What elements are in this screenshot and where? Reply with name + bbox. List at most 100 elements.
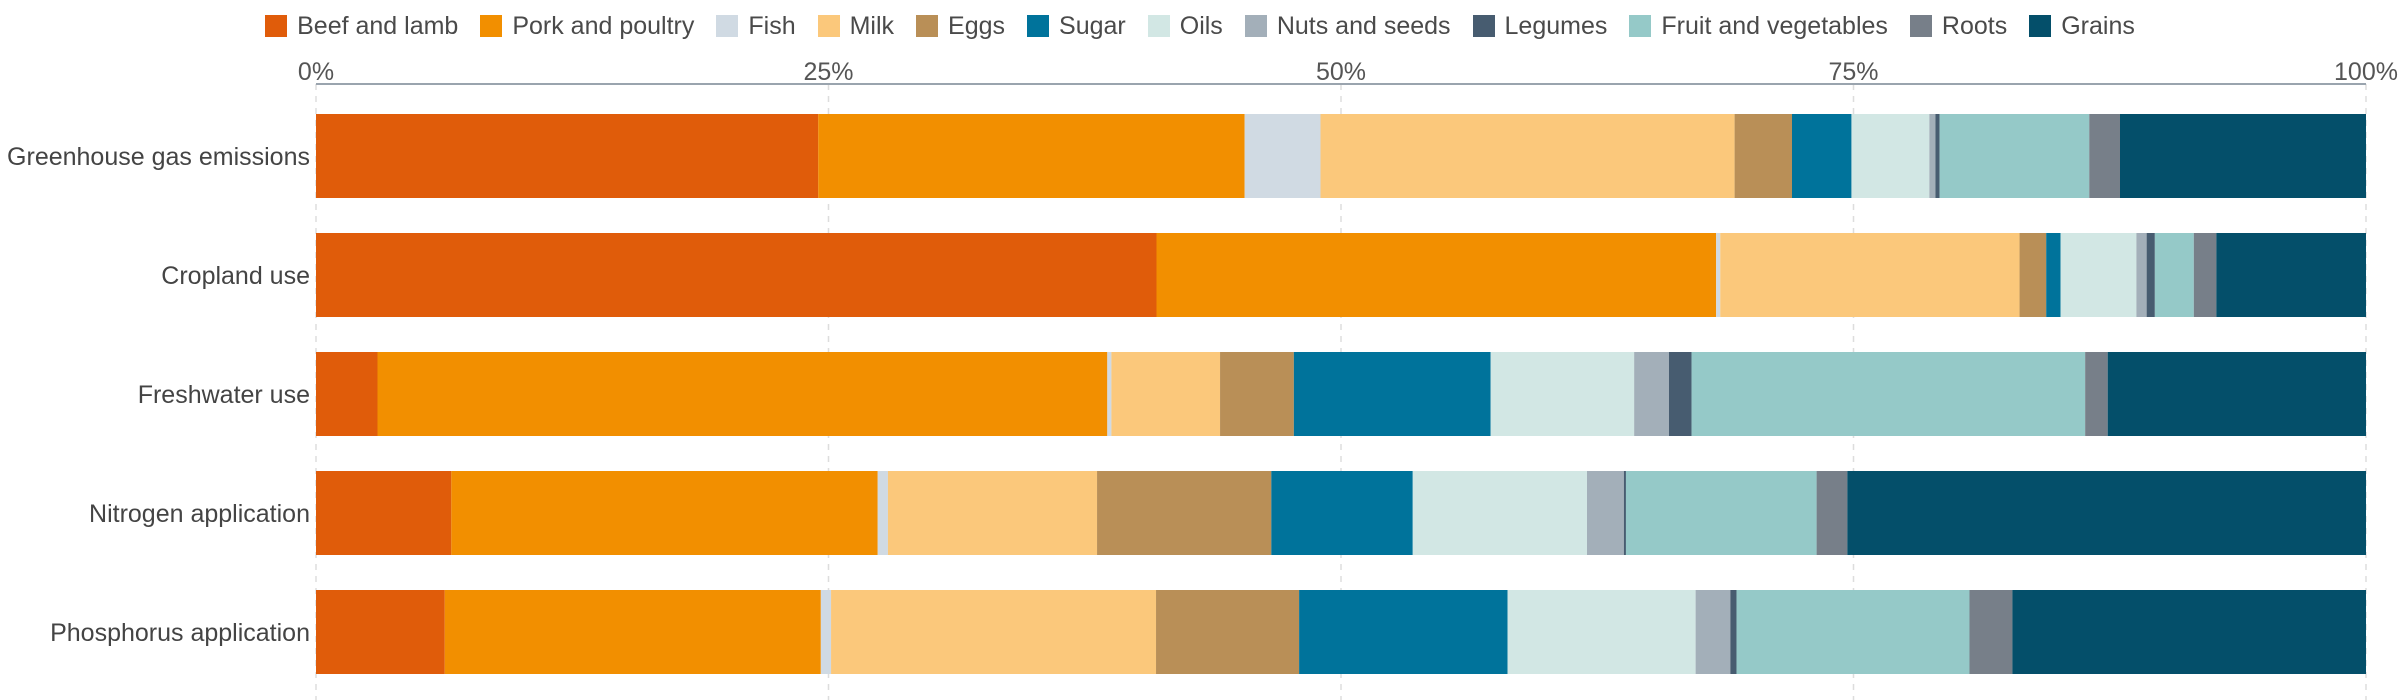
legend-item-sugar: Sugar: [1027, 12, 1126, 41]
x-tick-label: 0%: [298, 58, 334, 86]
legend-swatch: [1472, 15, 1495, 37]
bar-segment-fruit-and-vegetables: [1939, 114, 2090, 198]
legend-item-beef-and-lamb: Beef and lamb: [265, 12, 458, 41]
bar-segment-grains: [1847, 471, 2366, 555]
legend-swatch: [916, 15, 939, 37]
legend-swatch: [1244, 15, 1267, 37]
bar-segment-eggs: [1156, 590, 1300, 674]
bar-segment-legumes: [1935, 114, 1940, 198]
category-label: Phosphorus application: [50, 619, 310, 647]
bar-segment-legumes: [1730, 590, 1737, 674]
legend-label: Oils: [1179, 11, 1223, 40]
bar-segment-milk: [831, 590, 1157, 674]
legend-swatch: [716, 15, 739, 37]
bar-segment-grains: [2107, 352, 2366, 436]
legend-swatch: [480, 15, 503, 37]
legend-label: Nuts and seeds: [1276, 11, 1451, 40]
legend-label: Roots: [1941, 11, 2008, 40]
bar-segment-pork-and-poultry: [818, 114, 1245, 198]
bar-segment-sugar: [1271, 471, 1413, 555]
legend-item-legumes: Legumes: [1472, 11, 1608, 41]
bar-segment-legumes: [2146, 233, 2155, 317]
legend-label: Fruit and vegetables: [1661, 11, 1888, 40]
bar-segment-fruit-and-vegetables: [1736, 590, 1970, 674]
category-label: Greenhouse gas emissions: [7, 143, 310, 171]
bar-segment-nuts-and-seeds: [1634, 352, 1669, 436]
legend-item-roots: Roots: [1909, 11, 2008, 41]
bar-segment-milk: [1111, 352, 1221, 436]
bar-segment-pork-and-poultry: [1156, 233, 1717, 317]
legend-label: Sugar: [1059, 11, 1126, 40]
x-tick-label: 25%: [803, 58, 853, 86]
bar-segment-fruit-and-vegetables: [1691, 352, 2086, 436]
bar-segment-nuts-and-seeds: [1695, 590, 1731, 674]
bar-segment-milk: [887, 471, 1098, 555]
bar-segment-fruit-and-vegetables: [1625, 471, 1817, 555]
x-tick-label: 50%: [1316, 58, 1366, 86]
legend-label: Pork and poultry: [512, 11, 695, 40]
bar-segment-milk: [1720, 233, 2020, 317]
bar-segment-eggs: [2019, 233, 2047, 317]
legend-label: Eggs: [948, 11, 1006, 40]
bar-segment-grains: [2120, 114, 2366, 198]
bar-segment-roots: [1816, 471, 1848, 555]
bar-segment-pork-and-poultry: [451, 471, 878, 555]
bar-segment-legumes: [1669, 352, 1692, 436]
bar-segment-oils: [1851, 114, 1930, 198]
category-label: Freshwater use: [138, 381, 310, 409]
bar-segment-beef-and-lamb: [316, 352, 378, 436]
bar-segment-beef-and-lamb: [316, 471, 452, 555]
legend-swatch: [2029, 15, 2052, 37]
legend-item-pork-and-poultry: Pork and poultry: [480, 12, 694, 41]
bar-segment-oils: [1507, 590, 1696, 674]
x-tick-label: 75%: [1828, 58, 1878, 86]
bar-segment-grains: [2012, 590, 2366, 674]
legend-item-fruit-and-vegetables: Fruit and vegetables: [1629, 12, 1888, 41]
bar-segment-eggs: [1097, 471, 1272, 555]
bar-segment-fish: [1244, 114, 1321, 198]
bar-segment-sugar: [1299, 590, 1508, 674]
legend-swatch: [817, 15, 840, 37]
bar-segment-oils: [1490, 352, 1635, 436]
bar-segment-roots: [2193, 233, 2217, 317]
bar-segment-fish: [1107, 352, 1112, 436]
bar-segment-sugar: [1792, 114, 1852, 198]
category-label: Nitrogen application: [89, 500, 310, 528]
bar-segment-fish: [1716, 233, 1721, 317]
bar-segment-pork-and-poultry: [444, 590, 821, 674]
bar-segment-sugar: [1293, 352, 1491, 436]
bar-segment-milk: [1320, 114, 1735, 198]
legend-swatch: [1027, 15, 1050, 37]
legend-swatch: [1909, 15, 1932, 37]
bar-segment-beef-and-lamb: [316, 233, 1157, 317]
legend-swatch: [265, 15, 288, 37]
bar-segment-nuts-and-seeds: [1587, 471, 1624, 555]
legend-item-fish: Fish: [716, 11, 796, 41]
legend-item-nuts-and-seeds: Nuts and seeds: [1244, 11, 1451, 41]
bar-segment-oils: [1412, 471, 1587, 555]
legend-item-oils: Oils: [1147, 11, 1223, 41]
bar-segment-fruit-and-vegetables: [2154, 233, 2194, 317]
bar-segment-roots: [2089, 114, 2120, 198]
bar-segment-roots: [1969, 590, 2013, 674]
bar-segment-legumes: [1623, 471, 1626, 555]
legend-item-grains: Grains: [2029, 12, 2135, 41]
legend-label: Fish: [748, 11, 796, 40]
bar-segment-nuts-and-seeds: [2136, 233, 2147, 317]
bar-segment-pork-and-poultry: [377, 352, 1108, 436]
legend-label: Legumes: [1504, 11, 1608, 40]
legend-label: Beef and lamb: [297, 11, 459, 40]
legend-item-eggs: Eggs: [916, 12, 1005, 41]
legend-swatch: [1147, 15, 1170, 37]
bar-segment-roots: [2085, 352, 2108, 436]
bar-segment-oils: [2060, 233, 2137, 317]
bar-segment-eggs: [1220, 352, 1294, 436]
bar-segment-grains: [2216, 233, 2366, 317]
category-label: Cropland use: [161, 262, 310, 290]
bar-segment-beef-and-lamb: [316, 590, 445, 674]
bar-segment-fish: [877, 471, 888, 555]
bar-segment-eggs: [1734, 114, 1792, 198]
bar-segment-nuts-and-seeds: [1929, 114, 1936, 198]
chart-legend: Beef and lamb Pork and poultry Fish Milk Egg…: [0, 6, 2400, 46]
